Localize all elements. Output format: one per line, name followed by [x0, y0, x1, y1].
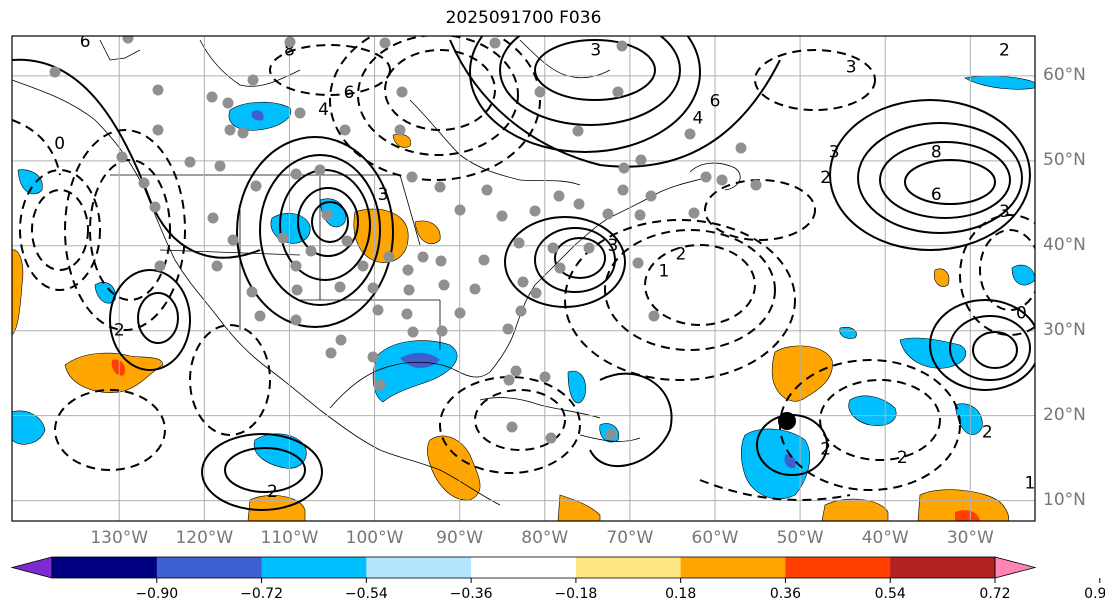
colorbar-extend-high [994, 556, 1037, 579]
longitude-label: 130°W [90, 528, 149, 548]
longitude-label: 100°W [345, 528, 404, 548]
longitude-label: 120°W [175, 528, 234, 548]
colorbar-segment [680, 557, 786, 578]
colorbar-tick-label: −0.72 [240, 586, 283, 602]
contour-label: 6 [931, 185, 942, 205]
colorbar [10, 556, 1101, 583]
contour-label: 3 [607, 236, 618, 256]
colorbar-segment [785, 557, 891, 578]
colorbar-segment [261, 557, 367, 578]
solid-contours [12, 36, 1035, 511]
observation-dots [49, 36, 762, 444]
latitude-label: 50°N [1043, 149, 1086, 170]
longitude-label: 80°W [521, 528, 569, 548]
latitude-label: 60°N [1043, 64, 1086, 85]
contour-label: 4 [1050, 168, 1061, 188]
contour-label: 4 [318, 100, 329, 120]
longitude-label: 30°W [946, 528, 994, 548]
colorbar-tick-label: −0.36 [449, 586, 493, 602]
colorbar-segment [156, 557, 263, 578]
storm-center-marker [778, 412, 796, 430]
contour-label: 3 [999, 202, 1010, 222]
colorbar-frame [51, 556, 996, 579]
colorbar-segment [575, 557, 682, 578]
shaded-field [12, 75, 1035, 521]
longitude-label: 70°W [606, 528, 654, 548]
plot-title: 2025091700 F036 [445, 8, 602, 28]
colorbar-tick-label: 0.36 [769, 586, 802, 602]
longitude-label: 90°W [436, 528, 484, 548]
contour-label: 6 [710, 91, 721, 111]
latitude-label: 40°N [1043, 234, 1086, 255]
coastlines [12, 39, 741, 506]
contour-label: 0 [1016, 304, 1027, 324]
contour-label: 3 [378, 185, 389, 205]
contour-label: 3 [590, 40, 601, 60]
contour-label: 3 [829, 142, 840, 162]
contour-label: 2 [820, 168, 831, 188]
latitude-label: 20°N [1043, 404, 1086, 425]
longitude-label: 50°W [776, 528, 824, 548]
contour-label: 0 [54, 134, 65, 154]
graticule [12, 36, 1035, 521]
contour-label: 1 [659, 261, 670, 281]
dashed-contours [12, 36, 1035, 501]
map-frame [11, 35, 1036, 522]
colorbar-segment [890, 557, 996, 578]
contour-label: 2 [114, 321, 125, 341]
colorbar-tick-label: −0.54 [344, 586, 388, 602]
contour-label: 8 [931, 142, 942, 162]
contour-label: 6 [344, 83, 355, 103]
contour-label: 4 [693, 108, 704, 128]
colorbar-tick-label: −0.90 [135, 586, 179, 602]
longitude-label: 110°W [260, 528, 319, 548]
contour-label: 2 [982, 423, 993, 443]
contour-label: 3 [846, 57, 857, 77]
latitude-label: 30°N [1043, 319, 1086, 340]
colorbar-segment [52, 557, 158, 578]
contour-label: 6 [80, 32, 91, 52]
colorbar-segment [366, 557, 472, 578]
colorbar-tick-label: 0.18 [665, 586, 697, 602]
contour-label: 2 [897, 448, 908, 468]
colorbar-segment [471, 557, 577, 578]
longitude-label: 40°W [861, 528, 909, 548]
colorbar-tick-label: 0.72 [979, 586, 1011, 602]
colorbar-tick-label: 0.90 [1084, 586, 1105, 602]
colorbar-extend-low [10, 556, 53, 579]
contour-label: 2 [999, 40, 1010, 60]
contour-label: 8 [284, 40, 295, 60]
colorbar-tick-label: −0.18 [554, 586, 598, 602]
contour-label: 2 [267, 482, 278, 502]
contour-label: 2 [820, 440, 831, 460]
latitude-label: 10°N [1043, 489, 1086, 510]
colorbar-tick-label: 0.54 [874, 586, 906, 602]
contour-label: 1 [1024, 474, 1035, 494]
contour-label: 2 [676, 244, 687, 264]
longitude-label: 60°W [691, 528, 739, 548]
